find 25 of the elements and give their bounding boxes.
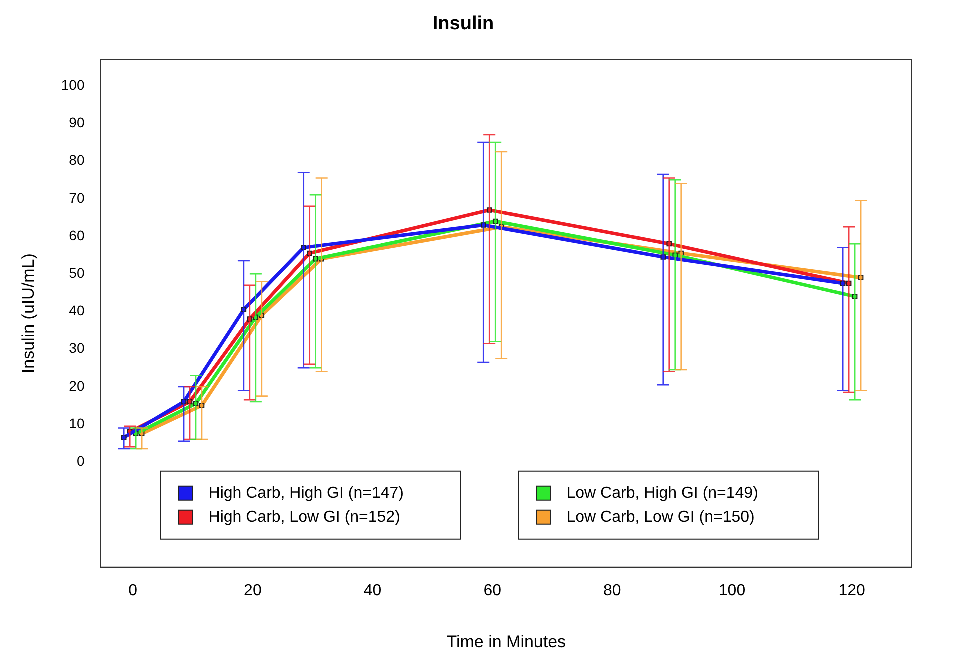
legend-label: Low Carb, Low GI (n=150)	[566, 508, 755, 526]
y-tick-label: 20	[69, 378, 85, 394]
chart-title: Insulin	[432, 14, 494, 35]
x-tick-label: 20	[244, 582, 262, 600]
y-tick-label: 0	[76, 452, 85, 469]
x-tick-label: 40	[364, 582, 382, 600]
y-tick-label: 80	[69, 152, 85, 168]
y-tick-label: 10	[69, 415, 85, 432]
y-axis-title: Insulin (uIU/mL)	[18, 254, 38, 374]
legend-label: High Carb, High GI (n=147)	[208, 484, 404, 502]
y-tick-label: 30	[69, 340, 85, 356]
legend-label: High Carb, Low GI (n=152)	[208, 508, 400, 526]
x-tick-label: 60	[484, 582, 502, 600]
y-tick-label: 90	[69, 114, 85, 131]
x-tick-label: 100	[718, 582, 746, 600]
legend-label: Low Carb, High GI (n=149)	[566, 484, 758, 502]
y-tick-label: 100	[61, 76, 85, 93]
x-axis-title: Time in Minutes	[446, 632, 566, 652]
y-tick-label: 40	[69, 302, 85, 319]
x-tick-label: 120	[838, 582, 866, 600]
x-tick-label: 80	[604, 582, 622, 600]
y-tick-label: 70	[69, 190, 85, 206]
x-tick-label: 0	[128, 582, 138, 600]
y-tick-label: 50	[69, 264, 85, 281]
y-tick-label: 60	[69, 227, 85, 244]
